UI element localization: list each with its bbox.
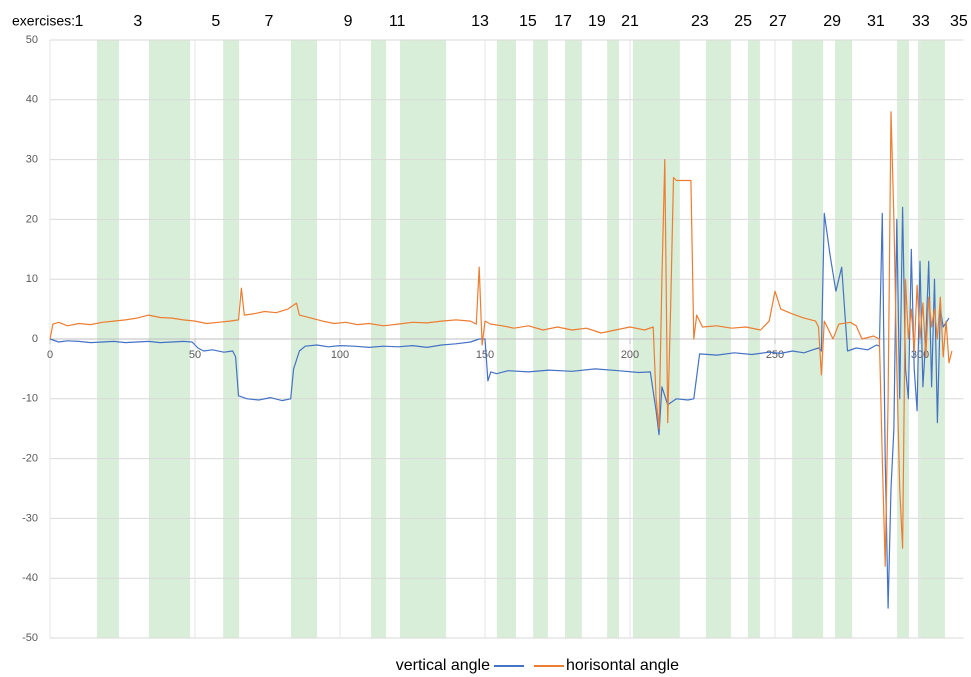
exercise-label: 13: [471, 13, 489, 30]
exercise-label: 11: [389, 13, 406, 30]
exercise-label: 25: [734, 13, 752, 30]
exercise-label: 23: [691, 13, 709, 30]
x-tick-label: 200: [621, 349, 639, 361]
exercise-label: 29: [823, 13, 841, 30]
x-tick-label: 250: [766, 349, 784, 361]
y-tick-label: -40: [22, 572, 38, 584]
x-tick-label: 100: [331, 349, 349, 361]
x-tick-label: 0: [47, 349, 53, 361]
y-tick-label: -20: [22, 453, 38, 465]
exercise-title: exercises:: [12, 13, 75, 29]
exercise-label: 15: [519, 13, 537, 30]
exercise-label: 27: [769, 13, 787, 30]
y-tick-label: 10: [26, 273, 38, 285]
series-line: [49, 111, 953, 567]
exercise-label: 19: [588, 13, 606, 30]
exercise-label: 33: [912, 13, 930, 30]
y-tick-label: -50: [22, 632, 38, 644]
y-tick-label: 30: [26, 154, 38, 166]
legend-label: horisontal angle: [566, 657, 679, 674]
exercise-label: 35: [950, 13, 968, 30]
y-tick-label: 20: [26, 213, 38, 225]
exercise-label: 1: [75, 13, 84, 30]
exercise-label: 5: [211, 13, 220, 30]
x-tick-label: 50: [189, 349, 201, 361]
y-tick-label: -30: [22, 512, 38, 524]
series-line: [49, 206, 950, 609]
legend: vertical angle horisontal angle: [396, 657, 679, 674]
y-tick-label: 40: [26, 94, 38, 106]
exercise-label: 9: [344, 13, 353, 30]
exercise-label: 31: [867, 13, 885, 30]
y-tick-label: 0: [32, 333, 38, 345]
exercise-label: 17: [554, 13, 572, 30]
exercise-label: 7: [264, 13, 273, 30]
exercise-label: 3: [133, 13, 142, 30]
legend-label: vertical angle: [396, 657, 490, 674]
y-tick-label: 50: [26, 34, 38, 46]
x-tick-label: 150: [476, 349, 494, 361]
y-tick-label: -10: [22, 393, 38, 405]
exercise-label: 21: [621, 13, 639, 30]
